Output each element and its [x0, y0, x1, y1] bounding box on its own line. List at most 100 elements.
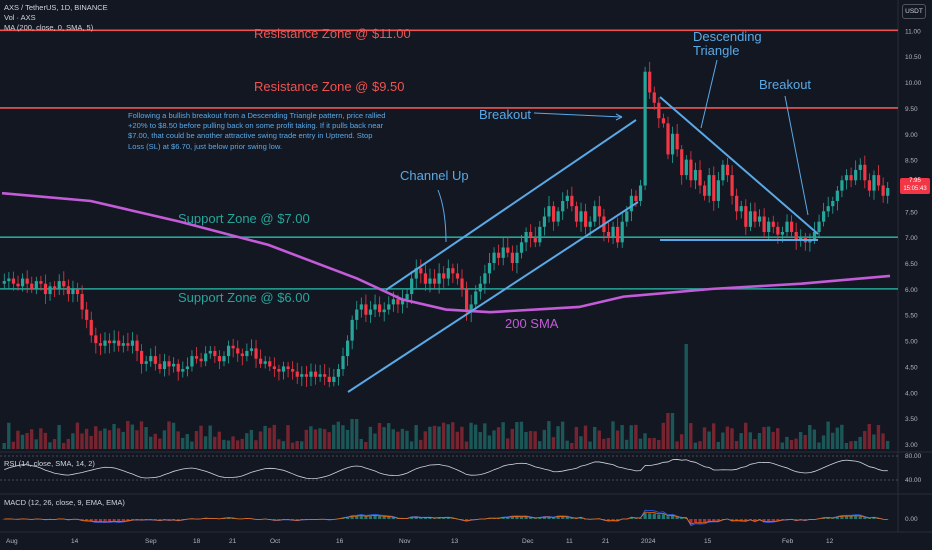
macd-histogram-bar: [140, 519, 144, 520]
macd-histogram-bar: [464, 519, 469, 521]
macd-histogram-bar: [785, 519, 789, 520]
volume-bar: [744, 422, 748, 449]
candle-body: [11, 278, 16, 284]
candle-body: [231, 345, 235, 349]
candle-body: [533, 237, 537, 243]
macd-histogram-bar: [359, 516, 363, 519]
macd-histogram-bar: [428, 517, 432, 519]
candle-body: [844, 175, 849, 181]
macd-histogram-bar: [382, 516, 386, 519]
candle-body: [181, 369, 185, 372]
candle-body: [217, 356, 222, 362]
macd-histogram-bar: [378, 516, 382, 519]
macd-histogram-bar: [831, 518, 835, 519]
analysis-note: Following a bullish breakout from a Desc…: [128, 111, 386, 151]
candle-body: [478, 283, 482, 292]
symbol-title: AXS / TetherUS, 1D, BINANCE: [4, 3, 108, 12]
macd-histogram-bar: [98, 519, 103, 522]
volume-bar: [533, 431, 537, 449]
candle-body: [835, 190, 839, 201]
volume-bar: [281, 441, 286, 449]
volume-bar: [62, 442, 66, 449]
volume-bar: [135, 430, 139, 449]
candle-body: [98, 343, 103, 346]
candle-body: [776, 226, 780, 235]
macd-histogram-bar: [680, 517, 684, 519]
volume-bar: [689, 423, 693, 449]
candle-body: [757, 216, 762, 222]
volume-bar: [39, 428, 43, 449]
macd-histogram-bar: [753, 519, 757, 521]
candle-body: [135, 340, 139, 351]
volume-bar: [776, 428, 780, 449]
currency-button[interactable]: USDT: [902, 4, 926, 19]
candle-body: [597, 206, 601, 217]
macd-histogram-bar: [648, 513, 652, 519]
macd-histogram-bar: [158, 519, 162, 521]
candle-body: [323, 374, 327, 377]
macd-histogram-bar: [391, 517, 395, 519]
volume-bar: [441, 422, 446, 449]
volume-bar: [853, 440, 858, 449]
candle-body: [300, 374, 304, 377]
macd-histogram-bar: [652, 513, 656, 519]
volume-bar: [176, 431, 180, 449]
volume-bar: [675, 441, 679, 449]
volume-bar: [771, 431, 775, 449]
candle-body: [199, 358, 203, 362]
price-tick-label: 10.50: [905, 54, 922, 61]
volume-bar: [377, 422, 382, 449]
candle-body: [652, 92, 656, 103]
macd-histogram-bar: [579, 517, 583, 519]
macd-histogram-bar: [492, 518, 496, 519]
macd-histogram-bar: [570, 517, 574, 519]
volume-bar: [460, 426, 464, 449]
volume-bar: [679, 434, 684, 449]
volume-bar: [148, 436, 153, 449]
volume-bar: [473, 424, 478, 449]
macd-histogram-bar: [66, 519, 70, 520]
candle-body: [680, 149, 684, 176]
macd-histogram-bar: [606, 519, 611, 521]
candle-body: [666, 123, 670, 155]
price-tick-label: 5.00: [905, 339, 918, 346]
candle-body: [103, 340, 107, 346]
volume-bar: [711, 423, 716, 449]
macd-histogram-bar: [414, 517, 418, 519]
candle-body: [794, 232, 798, 240]
volume-bar: [263, 425, 267, 449]
candle-body: [222, 356, 226, 362]
candle-body: [428, 278, 432, 284]
volume-bar: [336, 421, 341, 449]
macd-histogram-bar: [533, 518, 537, 519]
volume-bar: [588, 441, 592, 449]
volume-bar: [341, 425, 345, 449]
candle-body: [126, 343, 130, 346]
volume-bar: [313, 429, 318, 449]
candle-body: [474, 291, 478, 305]
candle-body: [519, 242, 524, 253]
volume-bar: [455, 431, 460, 449]
volume-bar: [451, 422, 455, 449]
candle-body: [272, 366, 276, 370]
candle-body: [57, 281, 61, 289]
candle-body: [62, 281, 66, 287]
candle-body: [561, 200, 565, 212]
candle-body: [313, 371, 318, 377]
volume-bar: [103, 428, 107, 449]
volume-bar: [574, 426, 579, 449]
macd-histogram-bar: [396, 518, 400, 519]
candle-body: [437, 273, 441, 284]
volume-bar: [396, 431, 400, 449]
macd-histogram-bar: [799, 519, 803, 520]
volume-bar: [34, 439, 38, 449]
volume-bar: [542, 429, 547, 449]
macd-histogram-bar: [529, 517, 533, 519]
time-tick-label: 18: [193, 538, 201, 545]
volume-bar: [318, 428, 322, 449]
candle-body: [876, 175, 881, 186]
macd-histogram-bar: [835, 517, 839, 519]
volume-bar: [625, 439, 629, 449]
macd-histogram-bar: [149, 519, 153, 520]
